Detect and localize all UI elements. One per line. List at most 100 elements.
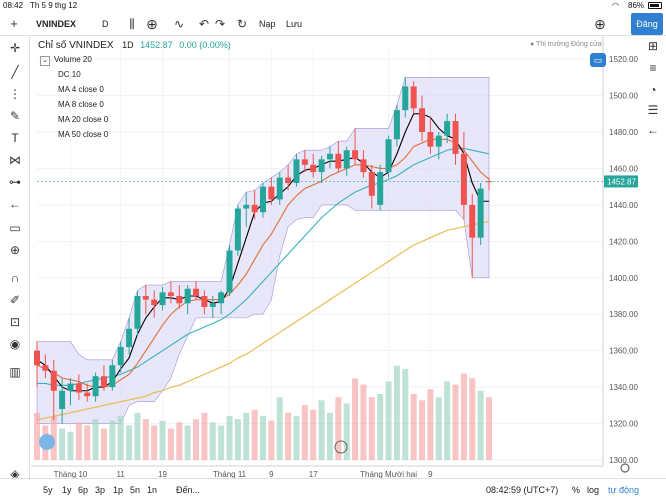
volume-bar <box>377 394 384 460</box>
candle-body <box>260 186 266 213</box>
percent-toggle[interactable]: % <box>572 485 581 495</box>
alert-icon[interactable]: ◔ <box>649 83 657 97</box>
zoom-in-icon[interactable]: ⊕ <box>9 243 21 257</box>
draw-mode-icon[interactable]: ✐ <box>9 293 21 307</box>
plus-box-icon[interactable]: ⊞ <box>647 39 659 53</box>
time-tick-label: 19 <box>158 470 167 478</box>
indicator-ma8[interactable]: MA 8 close 0 <box>58 100 104 109</box>
volume-bar <box>486 397 492 460</box>
pattern-icon[interactable]: ⋈ <box>9 153 21 167</box>
log-toggle[interactable]: log <box>587 485 600 495</box>
volume-bar <box>251 409 258 460</box>
legend-interval: 1D <box>122 40 134 50</box>
indicator-dc[interactable]: DC 10 <box>58 70 81 79</box>
status-bar: 08:42 Th 5 9 thg 12 ◠ 86% <box>0 0 666 12</box>
volume-bar <box>469 378 476 460</box>
volume-bar <box>276 397 283 460</box>
range-1d[interactable]: 1n <box>147 485 158 495</box>
screenshot-icon[interactable]: ▭ <box>590 53 606 67</box>
volume-bar <box>326 412 333 460</box>
candle-body <box>460 153 467 205</box>
volume-bar <box>176 422 183 460</box>
text-icon[interactable]: T <box>11 131 19 145</box>
goto-button[interactable]: Đến... <box>176 485 201 495</box>
volume-bar <box>393 365 400 460</box>
candle-body <box>385 139 392 173</box>
undo-icon[interactable]: ↶ <box>198 17 210 31</box>
candle-body <box>360 159 367 173</box>
range-6m[interactable]: 6p <box>78 485 89 495</box>
candle-body <box>201 296 208 307</box>
volume-bar <box>335 397 342 460</box>
list-icon[interactable]: ☰ <box>647 103 659 117</box>
volume-bar <box>427 389 434 460</box>
volume-bar <box>109 420 116 460</box>
redo-icon[interactable]: ↷ <box>214 17 226 31</box>
candle-body <box>352 150 359 160</box>
cursor-icon[interactable]: ✛ <box>9 41 21 55</box>
candle-style-icon[interactable]: ⫼ <box>129 17 135 31</box>
trash-icon[interactable]: ▥ <box>9 365 21 379</box>
candle-body <box>285 177 292 184</box>
price-tick-label: 1460.00 <box>609 164 638 173</box>
range-5d[interactable]: 5n <box>130 485 141 495</box>
volume-bar <box>142 419 149 460</box>
magnet-icon[interactable]: ∩ <box>10 271 20 285</box>
range-1m[interactable]: 1p <box>113 485 124 495</box>
status-date: Th 5 9 thg 12 <box>30 1 78 10</box>
candle-body <box>92 376 99 397</box>
volume-bar <box>460 373 467 460</box>
price-tick-label: 1520.00 <box>609 55 638 64</box>
layers-icon[interactable]: ◈ <box>10 467 20 481</box>
indicator-ma4[interactable]: MA 4 close 0 <box>58 85 104 94</box>
add-chart-icon[interactable]: ⊕ <box>594 16 606 32</box>
time-tick-label: Tháng 10 <box>54 470 88 478</box>
price-tick-label: 1500.00 <box>609 92 638 101</box>
volume-bar <box>243 412 250 460</box>
range-3m[interactable]: 3p <box>95 485 106 495</box>
range-1y[interactable]: 1y <box>62 485 72 495</box>
candle-body <box>268 186 275 200</box>
price-chart[interactable]: 1520.00 1500.00 1480.00 1460.00 1440.00 1420.… <box>31 36 639 478</box>
trendline-icon[interactable]: ╱ <box>11 65 19 79</box>
time-tick-label: Tháng Mười hai <box>360 470 417 478</box>
crosshair-menu-icon[interactable]: + <box>10 16 18 31</box>
watchlist-icon[interactable]: ≡ <box>649 61 657 75</box>
lock-icon[interactable]: ⊡ <box>9 315 21 329</box>
candle-body <box>209 303 216 307</box>
candle-body <box>142 296 149 300</box>
volume-bar <box>435 397 442 460</box>
load-button[interactable]: Nạp <box>259 19 276 29</box>
publish-button[interactable]: Đăng <box>631 13 663 35</box>
fib-icon[interactable]: ⋮ <box>9 87 21 101</box>
add-indicator-icon[interactable]: ⊕ <box>146 16 158 32</box>
eye-icon[interactable]: ◉ <box>9 337 21 351</box>
range-5y[interactable]: 5y <box>43 485 53 495</box>
price-tick-label: 1380.00 <box>609 310 638 319</box>
auto-toggle[interactable]: tự động <box>608 485 640 495</box>
brush-icon[interactable]: ✎ <box>9 109 21 123</box>
donchian-channel <box>36 77 490 424</box>
time-tick-label: 11 <box>117 470 126 478</box>
forecast-icon[interactable]: ⊶ <box>9 175 21 189</box>
ruler-icon[interactable]: ▭ <box>9 221 21 235</box>
candle-body <box>377 172 384 205</box>
reload-icon[interactable]: ↻ <box>236 17 248 31</box>
top-toolbar: + VNINDEX D ⫼ ⊕ ∿ ↶ ↷ ↻ Nạp Lưu ⊕ Đăng <box>0 12 666 36</box>
compare-icon[interactable]: ∿ <box>173 17 185 31</box>
collapse-arrow-icon[interactable]: ← <box>647 123 659 137</box>
candle-body <box>67 383 74 391</box>
indicator-volume[interactable]: ⌄ Volume 20 <box>38 52 231 67</box>
symbol-search[interactable]: VNINDEX <box>36 19 77 29</box>
candle-body <box>469 204 476 238</box>
indicator-ma50[interactable]: MA 50 close 0 <box>58 130 109 139</box>
back-arrow-icon[interactable]: ← <box>9 197 21 211</box>
status-time: 08:42 <box>3 1 24 10</box>
volume-bar <box>67 431 74 460</box>
indicator-ma20[interactable]: MA 20 close 0 <box>58 115 109 124</box>
volume-bar <box>209 422 216 460</box>
save-button[interactable]: Lưu <box>286 19 303 29</box>
price-tick-label: 1320.00 <box>609 420 638 429</box>
collapse-icon[interactable]: ⌄ <box>40 56 50 66</box>
interval-selector[interactable]: D <box>102 19 109 29</box>
